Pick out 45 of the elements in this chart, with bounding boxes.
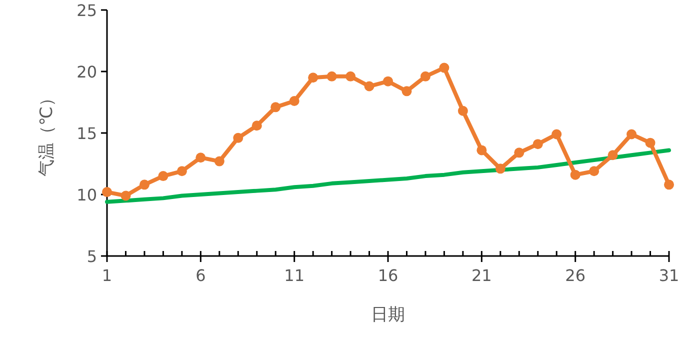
y-tick-label: 5 bbox=[86, 247, 97, 266]
x-tick-label: 11 bbox=[284, 266, 305, 285]
point bbox=[176, 166, 187, 176]
point bbox=[326, 71, 337, 82]
y-axis-title: 气温（℃） bbox=[37, 89, 57, 177]
y-tick-label: 10 bbox=[76, 186, 97, 204]
point bbox=[570, 170, 580, 180]
y-tick-label: 20 bbox=[76, 62, 97, 82]
point bbox=[495, 164, 506, 174]
point bbox=[346, 71, 356, 82]
point bbox=[364, 81, 374, 92]
point bbox=[270, 102, 281, 112]
point bbox=[402, 86, 412, 96]
point bbox=[139, 180, 150, 190]
point bbox=[233, 132, 244, 143]
point bbox=[476, 145, 487, 156]
point bbox=[439, 62, 450, 73]
x-tick-label: 26 bbox=[565, 266, 586, 285]
x-tick-label: 16 bbox=[378, 266, 398, 285]
point bbox=[608, 150, 618, 160]
y-tick-label: 15 bbox=[76, 124, 97, 143]
x-tick-label: 1 bbox=[102, 266, 112, 285]
point bbox=[532, 139, 543, 150]
point bbox=[289, 96, 300, 106]
point bbox=[552, 129, 562, 140]
point bbox=[308, 72, 318, 83]
point bbox=[589, 166, 600, 176]
point bbox=[102, 187, 112, 198]
point bbox=[196, 152, 206, 163]
x-tick-label: 21 bbox=[471, 266, 492, 285]
point bbox=[252, 120, 262, 131]
point bbox=[645, 138, 656, 148]
x-tick-label: 6 bbox=[196, 266, 206, 285]
point bbox=[214, 156, 224, 166]
point bbox=[458, 106, 468, 116]
point bbox=[420, 71, 430, 82]
point bbox=[383, 76, 393, 86]
x-axis-title: 日期 bbox=[371, 305, 405, 325]
point bbox=[514, 148, 524, 158]
point bbox=[664, 180, 674, 190]
y-tick-label: 25 bbox=[76, 1, 97, 20]
x-tick-label: 31 bbox=[658, 266, 680, 285]
point bbox=[626, 129, 637, 140]
point bbox=[158, 171, 168, 182]
point bbox=[120, 190, 131, 201]
